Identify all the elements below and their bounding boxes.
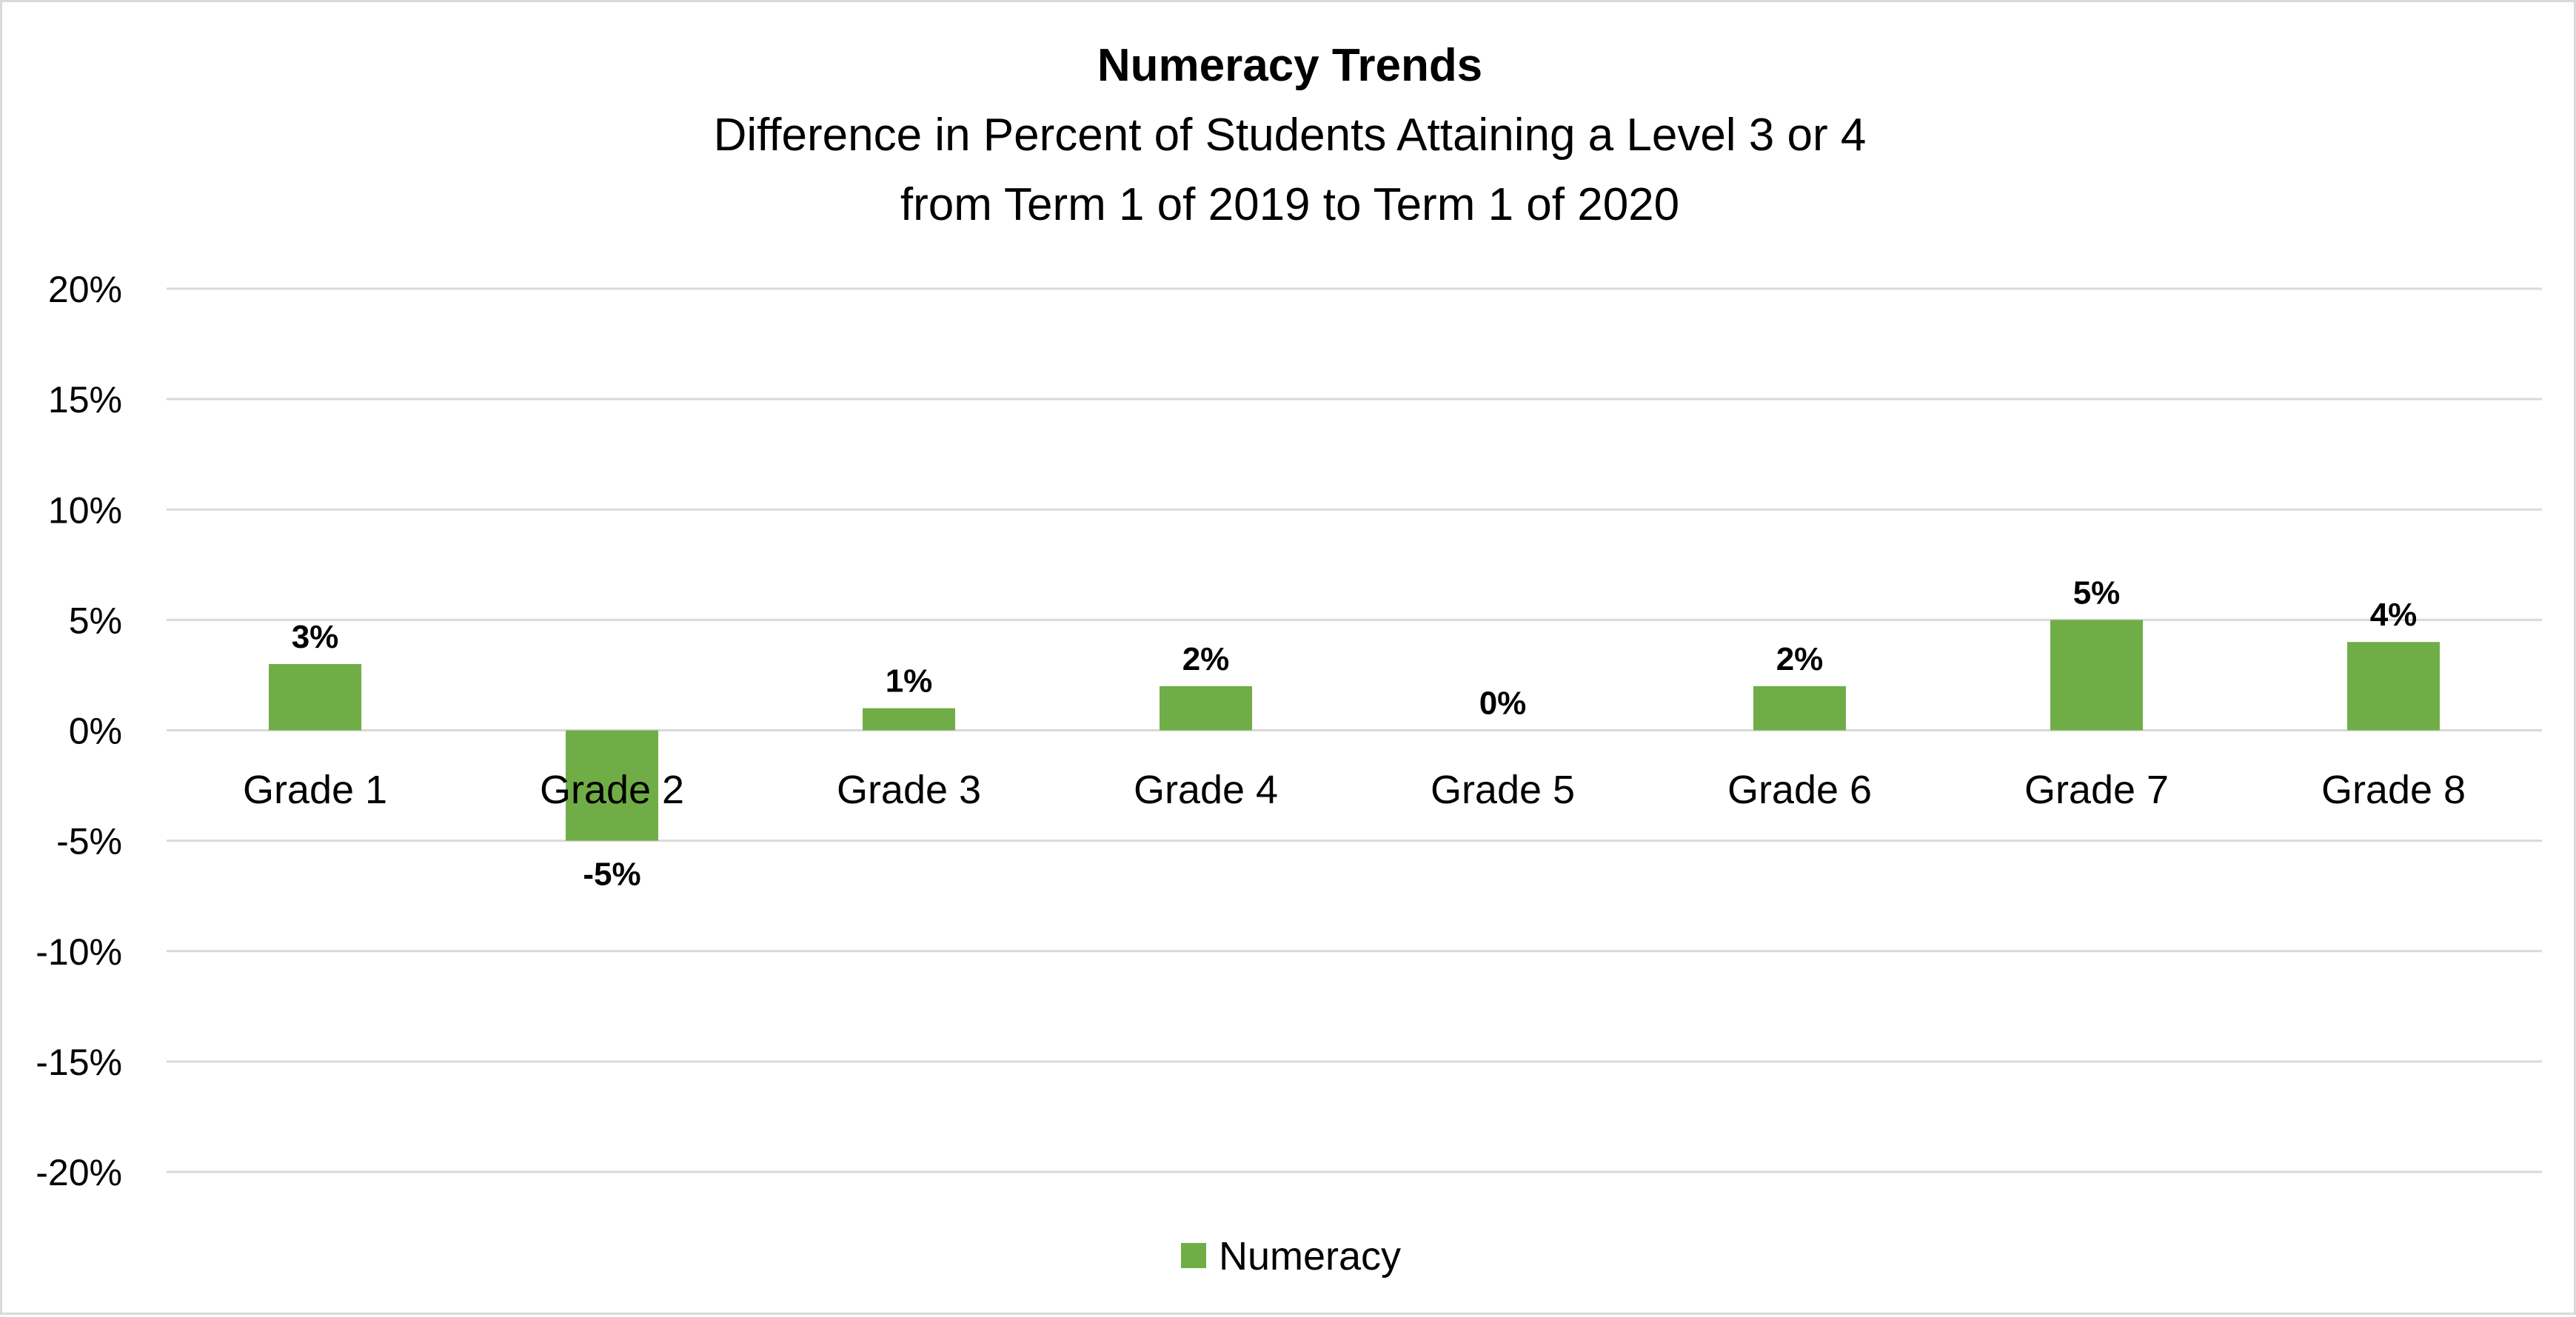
y-tick-label: -10%: [36, 931, 122, 973]
data-label: 2%: [1776, 641, 1824, 677]
category-label: Grade 4: [1134, 768, 1278, 812]
category-label: Grade 8: [2321, 768, 2466, 812]
category-label: Grade 3: [837, 768, 981, 812]
data-label: 0%: [1479, 686, 1527, 722]
category-label: Grade 2: [540, 768, 684, 812]
bar-grade-8: [2347, 642, 2440, 731]
y-tick-label: 10%: [48, 489, 122, 531]
category-label: Grade 6: [1727, 768, 1872, 812]
bar-grade-3: [863, 708, 955, 731]
category-label: Grade 5: [1431, 768, 1575, 812]
chart-subtitle-line-2: from Term 1 of 2019 to Term 1 of 2020: [900, 179, 1679, 230]
legend-swatch-numeracy: [1181, 1243, 1206, 1268]
category-label: Grade 7: [2024, 768, 2169, 812]
y-tick-label: 5%: [69, 600, 122, 641]
y-tick-label: -20%: [36, 1152, 122, 1193]
gridlines: [167, 287, 2542, 1173]
legend-label-numeracy: Numeracy: [1219, 1234, 1401, 1279]
data-label: 4%: [2370, 597, 2418, 633]
bar-grade-6: [1753, 686, 1846, 731]
y-tick-label: 20%: [48, 269, 122, 310]
y-tick-label: 0%: [69, 711, 122, 752]
chart-subtitle-line-1: Difference in Percent of Students Attain…: [714, 110, 1867, 161]
bar-grade-7: [2050, 620, 2143, 731]
data-label: -5%: [583, 857, 640, 893]
legend: Numeracy: [1181, 1234, 1401, 1279]
y-tick-label: 15%: [48, 379, 122, 420]
bar-grade-1: [269, 664, 361, 731]
y-tick-label: -5%: [56, 821, 122, 862]
data-label: 5%: [2073, 574, 2121, 611]
bar-grade-4: [1160, 686, 1252, 731]
data-label: 3%: [292, 619, 339, 655]
chart-title: Numeracy Trends: [1097, 40, 1482, 91]
data-labels: 3% -5% 1% 2% 0% 2% 5% 4%: [292, 574, 2418, 892]
data-label: 2%: [1182, 641, 1230, 677]
bars: [269, 620, 2440, 841]
category-label: Grade 1: [243, 768, 387, 812]
y-tick-label: -15%: [36, 1042, 122, 1083]
bar-grade-2: [566, 730, 658, 841]
y-axis-ticks: 20% 15% 10% 5% 0% -5% -10% -15% -20%: [36, 269, 122, 1193]
category-labels: Grade 1 Grade 2 Grade 3 Grade 4 Grade 5 Grade…: [243, 768, 2466, 812]
data-label: 1%: [886, 663, 933, 700]
